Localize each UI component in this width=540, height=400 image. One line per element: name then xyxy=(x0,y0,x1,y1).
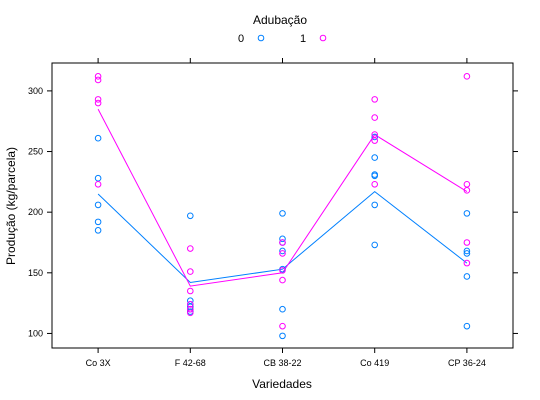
legend-marker-1 xyxy=(320,35,326,41)
data-point-1 xyxy=(464,181,470,187)
data-point-1 xyxy=(280,323,286,329)
y-tick-label: 300 xyxy=(28,86,43,96)
data-point-1 xyxy=(372,181,378,187)
y-axis: 100 150 200 250 300 xyxy=(28,86,518,339)
series-lines xyxy=(98,109,467,286)
plot-frame xyxy=(52,63,513,348)
data-point-0 xyxy=(188,213,194,219)
series-line-0 xyxy=(98,192,467,283)
y-tick-label: 100 xyxy=(28,328,43,338)
data-point-1 xyxy=(95,97,101,103)
legend: Adubação 0 1 xyxy=(238,13,326,45)
y-axis-title: Produção (kg/parcela) xyxy=(4,147,18,265)
data-point-0 xyxy=(95,175,101,181)
data-point-0 xyxy=(464,211,470,217)
data-point-0 xyxy=(95,228,101,234)
data-point-0 xyxy=(95,219,101,225)
data-point-1 xyxy=(188,246,194,252)
data-point-1 xyxy=(464,260,470,266)
data-point-0 xyxy=(372,242,378,248)
data-point-0 xyxy=(280,333,286,339)
data-point-0 xyxy=(372,155,378,161)
data-point-0 xyxy=(95,202,101,208)
data-point-1 xyxy=(280,277,286,283)
x-tick-label: Co 3X xyxy=(86,358,111,368)
data-point-1 xyxy=(464,74,470,80)
data-point-1 xyxy=(372,138,378,144)
data-point-0 xyxy=(280,211,286,217)
x-tick-label: CP 36-24 xyxy=(448,358,486,368)
data-point-0 xyxy=(95,135,101,141)
data-point-0 xyxy=(464,274,470,280)
data-points xyxy=(95,74,469,339)
y-tick-label: 150 xyxy=(28,268,43,278)
data-point-1 xyxy=(95,181,101,187)
data-point-1 xyxy=(372,115,378,121)
data-point-1 xyxy=(188,288,194,294)
legend-marker-0 xyxy=(258,35,264,41)
data-point-1 xyxy=(372,97,378,103)
data-point-0 xyxy=(464,323,470,329)
data-point-0 xyxy=(372,202,378,208)
y-tick-label: 200 xyxy=(28,207,43,217)
data-point-1 xyxy=(95,74,101,80)
x-axis-title: Variedades xyxy=(252,377,312,391)
data-point-0 xyxy=(280,306,286,312)
data-point-1 xyxy=(464,240,470,246)
legend-label-1: 1 xyxy=(300,33,306,45)
legend-label-0: 0 xyxy=(238,33,244,45)
x-tick-label: CB 38-22 xyxy=(263,358,301,368)
legend-title: Adubação xyxy=(253,13,307,27)
data-point-1 xyxy=(188,269,194,275)
y-tick-label: 250 xyxy=(28,147,43,157)
data-point-1 xyxy=(280,240,286,246)
series-line-1 xyxy=(98,109,467,286)
x-tick-label: Co 419 xyxy=(360,358,389,368)
x-tick-label: F 42-68 xyxy=(175,358,206,368)
